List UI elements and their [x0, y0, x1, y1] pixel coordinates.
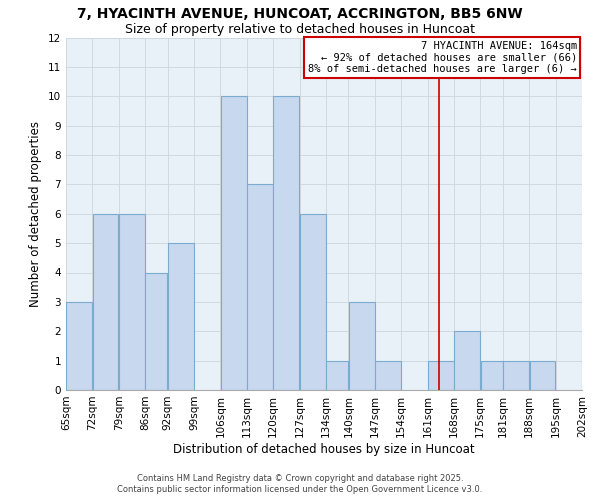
Bar — [119, 214, 145, 390]
Bar — [454, 331, 480, 390]
Bar — [221, 96, 247, 390]
Text: Contains HM Land Registry data © Crown copyright and database right 2025.
Contai: Contains HM Land Registry data © Crown c… — [118, 474, 482, 494]
X-axis label: Distribution of detached houses by size in Huncoat: Distribution of detached houses by size … — [173, 442, 475, 456]
Text: 7 HYACINTH AVENUE: 164sqm
← 92% of detached houses are smaller (66)
8% of semi-d: 7 HYACINTH AVENUE: 164sqm ← 92% of detac… — [308, 41, 577, 74]
Bar — [481, 360, 503, 390]
Bar — [326, 360, 348, 390]
Bar — [300, 214, 326, 390]
Text: Size of property relative to detached houses in Huncoat: Size of property relative to detached ho… — [125, 22, 475, 36]
Y-axis label: Number of detached properties: Number of detached properties — [29, 120, 43, 306]
Bar — [503, 360, 529, 390]
Bar — [168, 243, 194, 390]
Bar — [375, 360, 401, 390]
Bar — [530, 360, 556, 390]
Bar — [349, 302, 374, 390]
Text: 7, HYACINTH AVENUE, HUNCOAT, ACCRINGTON, BB5 6NW: 7, HYACINTH AVENUE, HUNCOAT, ACCRINGTON,… — [77, 8, 523, 22]
Bar — [428, 360, 454, 390]
Bar — [66, 302, 92, 390]
Bar — [247, 184, 273, 390]
Bar — [92, 214, 118, 390]
Bar — [582, 331, 600, 390]
Bar — [274, 96, 299, 390]
Bar — [145, 272, 167, 390]
